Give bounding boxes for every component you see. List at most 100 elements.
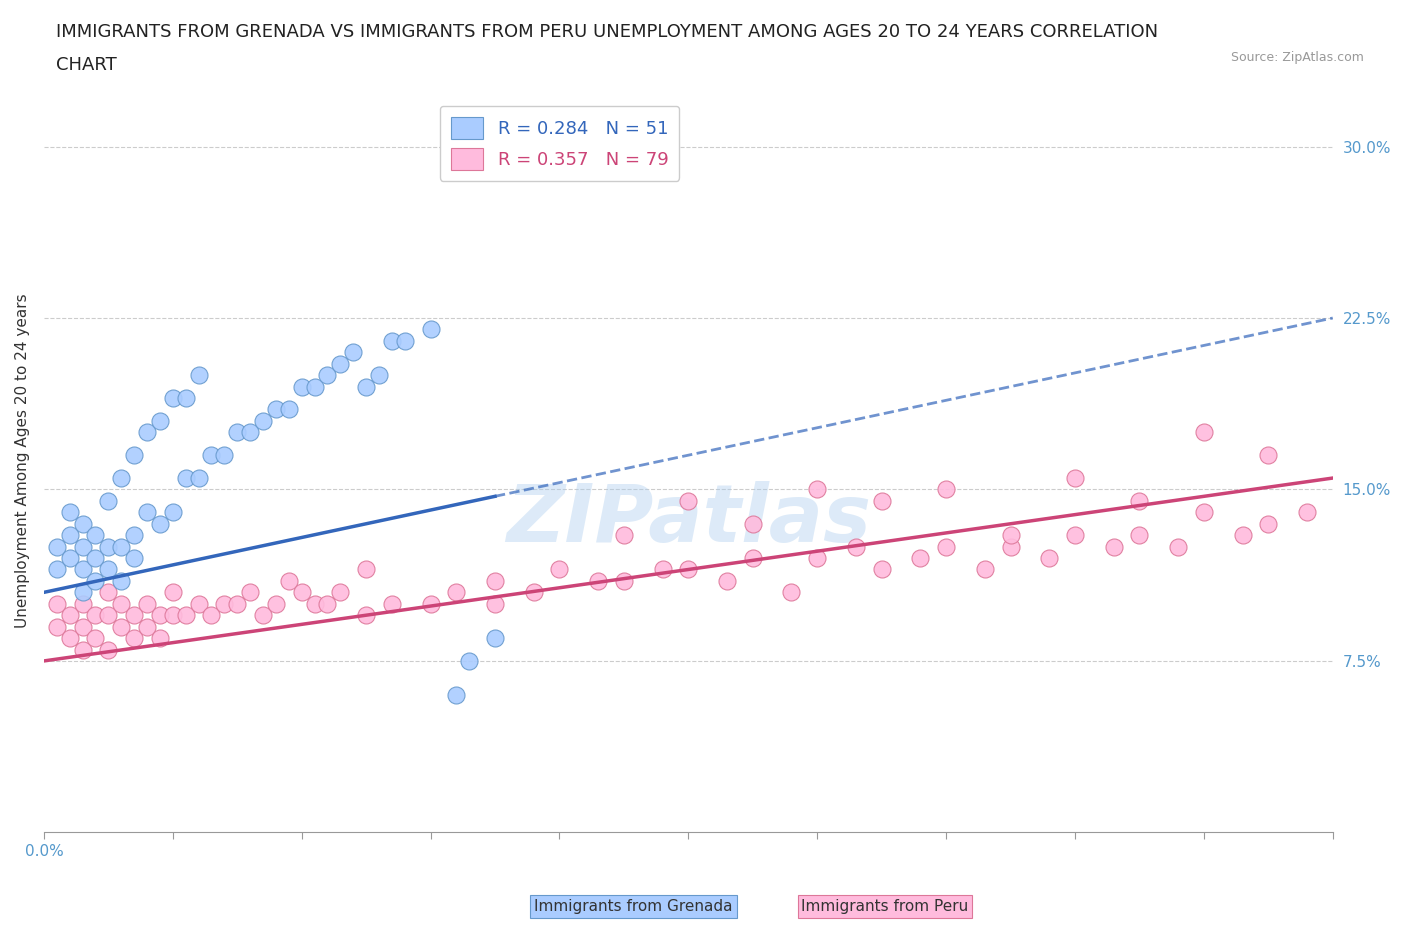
- Point: [1064, 471, 1087, 485]
- Point: [97, 608, 120, 623]
- Point: [97, 494, 120, 509]
- Point: [780, 585, 803, 600]
- Point: [741, 551, 763, 565]
- Point: [226, 596, 249, 611]
- Point: [1167, 539, 1189, 554]
- Point: [304, 596, 326, 611]
- Point: [446, 688, 468, 703]
- Point: [174, 608, 197, 623]
- Point: [72, 642, 94, 657]
- Point: [136, 619, 159, 634]
- Point: [174, 391, 197, 405]
- Point: [97, 539, 120, 554]
- Point: [200, 447, 222, 462]
- Point: [678, 562, 700, 577]
- Text: Source: ZipAtlas.com: Source: ZipAtlas.com: [1230, 51, 1364, 64]
- Point: [239, 425, 262, 440]
- Point: [264, 596, 287, 611]
- Point: [110, 596, 132, 611]
- Point: [84, 527, 107, 542]
- Point: [870, 494, 893, 509]
- Point: [252, 608, 274, 623]
- Point: [741, 516, 763, 531]
- Point: [458, 654, 481, 669]
- Point: [122, 447, 145, 462]
- Text: IMMIGRANTS FROM GRENADA VS IMMIGRANTS FROM PERU UNEMPLOYMENT AMONG AGES 20 TO 24: IMMIGRANTS FROM GRENADA VS IMMIGRANTS FR…: [56, 23, 1159, 41]
- Point: [97, 562, 120, 577]
- Point: [316, 596, 339, 611]
- Point: [162, 585, 184, 600]
- Point: [354, 562, 377, 577]
- Point: [291, 379, 314, 394]
- Point: [1257, 516, 1279, 531]
- Point: [72, 562, 94, 577]
- Point: [1296, 505, 1319, 520]
- Point: [354, 379, 377, 394]
- Point: [239, 585, 262, 600]
- Point: [122, 527, 145, 542]
- Point: [174, 471, 197, 485]
- Point: [45, 562, 67, 577]
- Point: [484, 596, 506, 611]
- Point: [484, 631, 506, 645]
- Point: [110, 619, 132, 634]
- Point: [354, 608, 377, 623]
- Point: [548, 562, 571, 577]
- Point: [149, 414, 172, 429]
- Point: [97, 642, 120, 657]
- Point: [806, 482, 828, 497]
- Point: [136, 505, 159, 520]
- Point: [678, 494, 700, 509]
- Point: [45, 596, 67, 611]
- Point: [162, 505, 184, 520]
- Point: [72, 516, 94, 531]
- Point: [651, 562, 673, 577]
- Point: [149, 608, 172, 623]
- Point: [1038, 551, 1060, 565]
- Point: [1192, 425, 1215, 440]
- Point: [110, 574, 132, 589]
- Point: [973, 562, 995, 577]
- Point: [291, 585, 314, 600]
- Point: [84, 608, 107, 623]
- Point: [122, 551, 145, 565]
- Point: [329, 585, 352, 600]
- Point: [935, 539, 957, 554]
- Point: [484, 574, 506, 589]
- Point: [59, 527, 82, 542]
- Point: [419, 322, 441, 337]
- Y-axis label: Unemployment Among Ages 20 to 24 years: Unemployment Among Ages 20 to 24 years: [15, 294, 30, 628]
- Point: [136, 596, 159, 611]
- Point: [1128, 494, 1150, 509]
- Point: [716, 574, 738, 589]
- Point: [59, 505, 82, 520]
- Point: [214, 596, 236, 611]
- Point: [84, 631, 107, 645]
- Point: [368, 367, 391, 382]
- Point: [162, 391, 184, 405]
- Point: [446, 585, 468, 600]
- Point: [72, 596, 94, 611]
- Point: [342, 345, 364, 360]
- Point: [214, 447, 236, 462]
- Point: [149, 631, 172, 645]
- Point: [381, 334, 404, 349]
- Point: [1192, 505, 1215, 520]
- Point: [122, 608, 145, 623]
- Point: [910, 551, 932, 565]
- Point: [72, 619, 94, 634]
- Point: [935, 482, 957, 497]
- Point: [226, 425, 249, 440]
- Point: [1000, 527, 1022, 542]
- Point: [523, 585, 546, 600]
- Point: [613, 574, 636, 589]
- Point: [870, 562, 893, 577]
- Point: [329, 356, 352, 371]
- Legend: R = 0.284   N = 51, R = 0.357   N = 79: R = 0.284 N = 51, R = 0.357 N = 79: [440, 106, 679, 180]
- Text: Immigrants from Grenada: Immigrants from Grenada: [534, 899, 733, 914]
- Point: [84, 574, 107, 589]
- Point: [72, 585, 94, 600]
- Point: [110, 539, 132, 554]
- Point: [1064, 527, 1087, 542]
- Point: [613, 527, 636, 542]
